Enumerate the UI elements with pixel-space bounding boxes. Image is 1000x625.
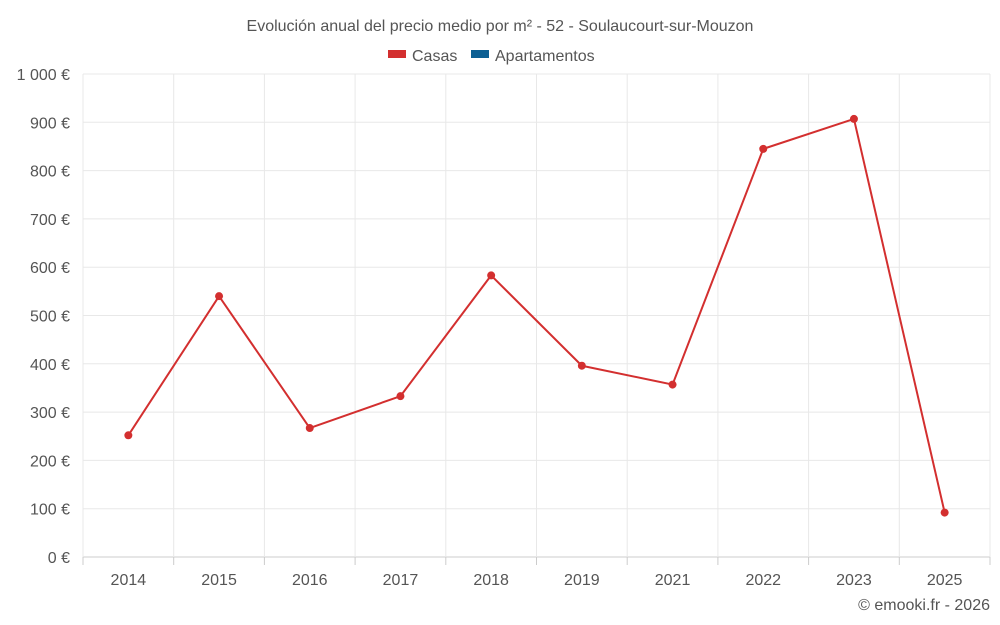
y-tick-label: 700 €	[30, 212, 70, 229]
y-tick-label: 500 €	[30, 309, 70, 326]
x-axis-ticks: 2014 2015 2016 2017 2018 2019 2021 2022 2023 2025	[82, 557, 991, 589]
data-point[interactable]	[668, 380, 677, 389]
x-tick-label: 2025	[927, 572, 963, 589]
legend-label-casas[interactable]: Casas	[412, 48, 457, 65]
x-tick-label: 2019	[564, 572, 600, 589]
y-axis-ticks: 0 € 100 € 200 € 300 € 400 € 500 € 600 € 700 € 80…	[17, 67, 70, 567]
data-point[interactable]	[849, 114, 858, 123]
data-point[interactable]	[215, 292, 224, 301]
y-tick-label: 300 €	[30, 405, 70, 422]
credit-text: © emooki.fr - 2026	[858, 597, 990, 614]
legend-label-apartamentos[interactable]: Apartamentos	[495, 48, 595, 65]
x-tick-label: 2021	[655, 572, 691, 589]
legend-swatch-casas	[388, 50, 406, 58]
series-line-casas	[127, 117, 946, 513]
data-point[interactable]	[305, 424, 314, 433]
series-casas	[124, 114, 949, 517]
y-tick-label: 400 €	[30, 357, 70, 374]
y-tick-label: 800 €	[30, 164, 70, 181]
data-point[interactable]	[577, 361, 586, 370]
x-tick-label: 2022	[745, 572, 781, 589]
y-tick-label: 200 €	[30, 453, 70, 470]
chart-title: Evolución anual del precio medio por m² …	[247, 18, 754, 35]
data-point[interactable]	[759, 144, 768, 153]
grid-lines	[82, 73, 991, 558]
x-tick-label: 2014	[111, 572, 147, 589]
y-tick-label: 100 €	[30, 502, 70, 519]
y-tick-label: 0 €	[48, 550, 70, 567]
x-tick-label: 2023	[836, 572, 872, 589]
x-tick-label: 2018	[473, 572, 509, 589]
x-tick-label: 2017	[383, 572, 419, 589]
x-tick-label: 2015	[201, 572, 237, 589]
legend: Casas Apartamentos	[388, 48, 595, 65]
y-tick-label: 900 €	[30, 115, 70, 132]
data-point[interactable]	[940, 508, 949, 517]
data-point[interactable]	[396, 392, 405, 401]
x-tick-label: 2016	[292, 572, 328, 589]
data-point[interactable]	[487, 271, 496, 280]
data-point[interactable]	[124, 431, 133, 440]
y-tick-label: 600 €	[30, 260, 70, 277]
y-tick-label: 1 000 €	[17, 67, 70, 84]
legend-swatch-apartamentos	[471, 50, 489, 58]
